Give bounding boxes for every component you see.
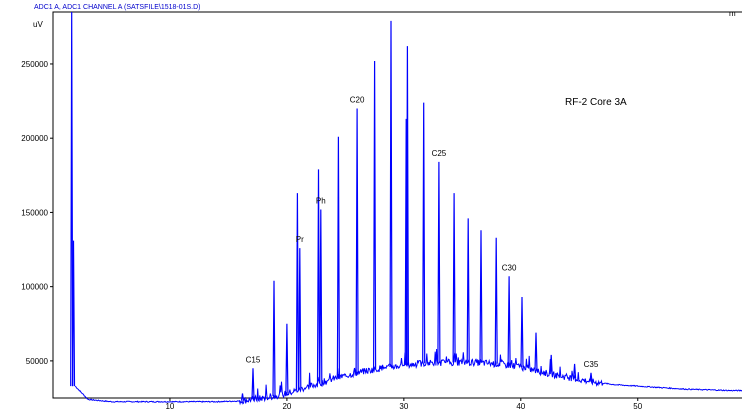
y-tick-label: 200000 (21, 134, 48, 143)
x-axis-unit: m (729, 9, 736, 18)
chromatogram-peak (70, 11, 74, 387)
chromatogram-peak (437, 161, 441, 363)
x-tick-label: 40 (516, 402, 525, 410)
y-tick-label: 100000 (21, 283, 48, 292)
chart-header: ADC1 A, ADC1 CHANNEL A (SATSFILE\1518-01… (34, 4, 201, 11)
chromatogram-peak (373, 60, 377, 370)
peak-annotation: C20 (350, 96, 365, 105)
x-tick-label: 20 (282, 402, 291, 410)
chromatogram-peak (71, 240, 76, 387)
chromatogram-peak (452, 193, 456, 363)
chromatogram-peak (573, 363, 577, 379)
y-tick-label: 250000 (21, 60, 48, 69)
chromatogram-peak (422, 102, 426, 364)
x-tick-label: 50 (633, 402, 642, 410)
chromatogram-peak (319, 209, 323, 383)
y-tick-label: 150000 (21, 208, 48, 217)
chromatogram-peak (285, 323, 289, 394)
chromatogram-peak (589, 372, 593, 382)
chromatogram-peak (520, 296, 524, 368)
chromatogram-peak (549, 354, 553, 375)
chromatogram-peak (389, 20, 393, 368)
chromatogram-peak (240, 393, 245, 401)
chromatogram-peak (404, 118, 408, 366)
chromatogram-peak (466, 218, 470, 363)
peak-annotation: Pr (296, 235, 304, 244)
x-tick-label: 30 (399, 402, 408, 410)
y-tick-label: 50000 (26, 357, 49, 366)
plot-frame (52, 11, 742, 399)
chromatogram-peak (272, 280, 276, 397)
chromatogram-peak (534, 332, 538, 371)
chromatogram-peak (298, 248, 302, 390)
peak-annotation: Ph (316, 196, 326, 205)
peak-annotation: C35 (584, 360, 599, 369)
sample-label: RF-2 Core 3A (565, 97, 627, 108)
chromatogram-peak (251, 368, 255, 400)
chromatogram-peak (507, 276, 511, 366)
chromatogram-peak (355, 108, 359, 373)
peak-annotation: C30 (502, 263, 517, 272)
peak-annotation: C15 (246, 355, 261, 364)
y-axis-unit: uV (33, 20, 43, 29)
chromatogram-peak (295, 193, 299, 391)
chromatogram-peak (316, 169, 321, 384)
chromatogram-peak (336, 136, 340, 378)
peak-annotation: C25 (432, 149, 447, 158)
chromatogram-peak (479, 230, 483, 363)
x-tick-label: 10 (165, 402, 174, 410)
chromatogram-peak (494, 237, 498, 364)
